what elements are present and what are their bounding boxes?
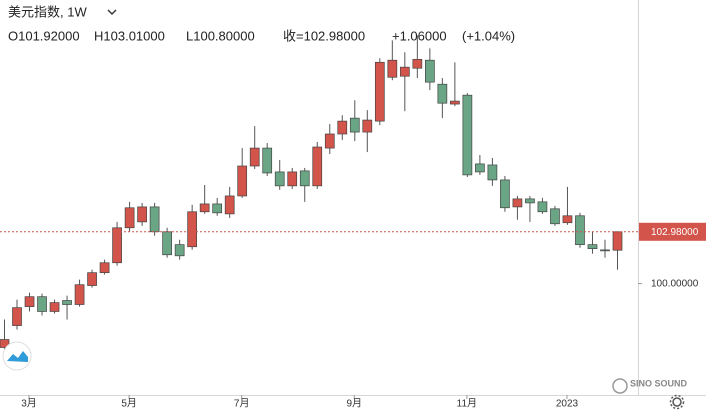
candle-body bbox=[199, 203, 210, 213]
legend-value: (+1.04%) bbox=[462, 28, 515, 43]
candle-body bbox=[550, 208, 560, 225]
candle-body bbox=[249, 147, 260, 167]
candle-body bbox=[49, 302, 60, 312]
x-tick-label: 2023 bbox=[556, 399, 579, 410]
watermark-badge: SINO SOUND bbox=[612, 378, 688, 394]
candle-body bbox=[424, 59, 435, 83]
candle-body bbox=[224, 195, 235, 215]
candle-body bbox=[500, 179, 510, 209]
plot-area bbox=[0, 35, 638, 350]
y-tick-label: 100.00000 bbox=[651, 278, 699, 289]
candle-body bbox=[212, 203, 223, 214]
candle-body bbox=[337, 120, 348, 135]
candle-body bbox=[462, 94, 473, 176]
candle-body bbox=[12, 307, 22, 326]
candle-body bbox=[512, 198, 523, 208]
candle-body bbox=[537, 201, 548, 213]
candle-body bbox=[299, 170, 310, 187]
candle-body bbox=[99, 262, 110, 274]
candle-body bbox=[62, 300, 72, 305]
logo[interactable] bbox=[2, 341, 32, 371]
candle-body bbox=[187, 211, 198, 248]
candle-body bbox=[37, 296, 47, 312]
last-price-tag bbox=[639, 222, 706, 241]
candle-body bbox=[562, 215, 573, 224]
legend-value: +1.06000 bbox=[392, 28, 447, 43]
candle-body bbox=[312, 146, 323, 187]
candle-body bbox=[262, 147, 273, 174]
candle-body bbox=[162, 231, 172, 256]
candle-body bbox=[149, 206, 160, 233]
candle-body bbox=[112, 227, 122, 264]
candle-body bbox=[487, 164, 498, 181]
ohlc-legend: O101.92000 H103.01000 L100.80000 收=102.9800… bbox=[8, 28, 515, 43]
candle-body bbox=[74, 284, 85, 305]
legend-value: 收=102.98000 bbox=[283, 28, 365, 43]
candle-body bbox=[399, 66, 410, 77]
candle-body bbox=[274, 171, 285, 187]
candle-body bbox=[587, 244, 598, 250]
dropdown-icon[interactable] bbox=[107, 9, 117, 15]
candle-body bbox=[287, 171, 298, 187]
candle-body bbox=[374, 61, 385, 122]
candle-body bbox=[525, 198, 535, 204]
legend-value: H103.01000 bbox=[94, 28, 165, 43]
candle-body bbox=[612, 231, 623, 251]
candle-body bbox=[174, 244, 185, 257]
last-price-label: 102.98000 bbox=[651, 227, 699, 238]
candle-body bbox=[137, 206, 147, 223]
candle-body bbox=[412, 58, 423, 69]
candle-body bbox=[237, 165, 248, 197]
candle-body bbox=[575, 215, 585, 246]
x-tick-label: 7月 bbox=[234, 398, 250, 410]
x-tick-label: 11月 bbox=[457, 398, 477, 410]
legend-value: O101.92000 bbox=[8, 28, 80, 43]
candle-body bbox=[349, 117, 360, 133]
x-tick-label: 3月 bbox=[21, 398, 37, 410]
symbol-title[interactable]: 美元指数, 1W bbox=[8, 4, 87, 19]
candle-body bbox=[600, 249, 610, 252]
settings-icon[interactable] bbox=[669, 394, 685, 410]
candle-body bbox=[324, 133, 335, 149]
legend-value: L100.80000 bbox=[186, 28, 255, 43]
candle-body bbox=[24, 296, 35, 307]
x-tick-label: 5月 bbox=[121, 398, 137, 410]
candle-body bbox=[387, 59, 398, 78]
x-tick-label: 9月 bbox=[347, 398, 363, 410]
candle-body bbox=[437, 83, 448, 104]
candle-body bbox=[124, 207, 135, 229]
candle-body bbox=[362, 119, 373, 133]
candle-body bbox=[0, 339, 10, 348]
watermark: SINO SOUND bbox=[630, 378, 688, 388]
candle-body bbox=[475, 163, 485, 173]
candle-body bbox=[450, 100, 460, 105]
candle-body bbox=[87, 272, 97, 286]
